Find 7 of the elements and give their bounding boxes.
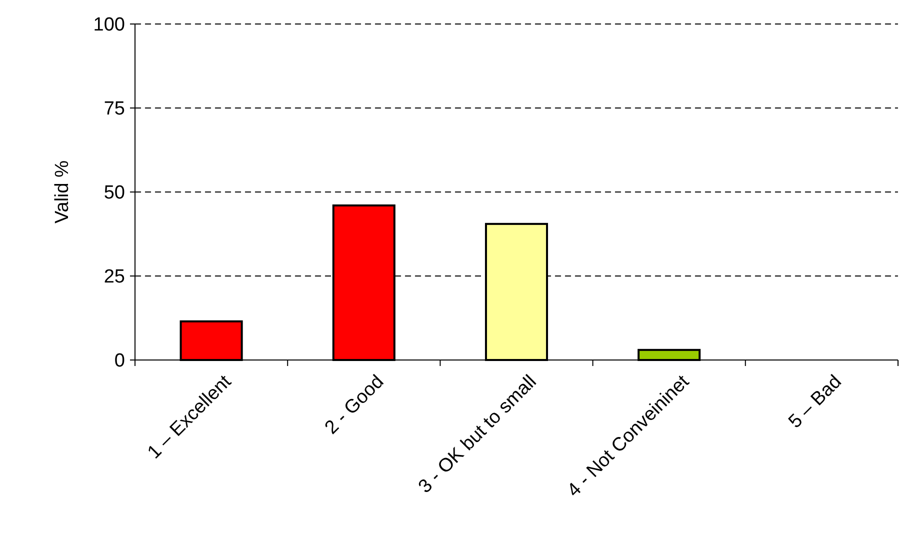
- y-tick-label: 50: [104, 182, 125, 204]
- y-tick-label: 75: [104, 98, 125, 120]
- x-tick-label: 5 – Bad: [784, 371, 846, 433]
- y-tick-label: 100: [93, 14, 125, 36]
- y-tick-label: 25: [104, 266, 125, 288]
- y-axis-title: Valid %: [52, 160, 73, 224]
- y-tick-label: 0: [114, 350, 125, 372]
